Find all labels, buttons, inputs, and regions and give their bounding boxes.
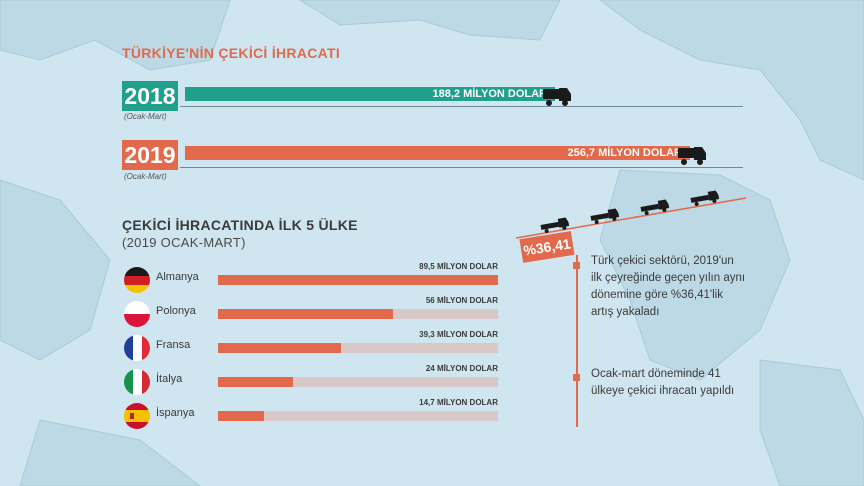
year-bar-value-2018: 188,2 MİLYON DOLAR	[432, 88, 547, 100]
percent-value: %36,41	[522, 235, 572, 259]
top5-subtitle: (2019 OCAK-MART)	[122, 235, 246, 250]
bar-fill	[218, 377, 293, 387]
bar-fill	[218, 343, 341, 353]
notes-timeline-line	[576, 255, 578, 427]
year-bar-value-2019: 256,7 MİLYON DOLAR	[567, 147, 682, 159]
spain-flag-icon	[124, 403, 150, 429]
bar-value-label: 24 MİLYON DOLAR	[425, 364, 498, 373]
bar-track	[218, 411, 498, 421]
country-name: İspanya	[156, 407, 195, 419]
country-name: İtalya	[156, 373, 183, 385]
country-name: Almanya	[156, 271, 199, 283]
axis-line-2018	[180, 106, 743, 107]
bar-track	[218, 377, 498, 387]
year-label: 2019	[124, 141, 176, 168]
bar-value-label: 89,5 MİLYON DOLAR	[419, 262, 498, 271]
germany-flag-icon	[124, 267, 150, 293]
bar-fill	[218, 275, 498, 285]
bar-value-label: 39,3 MİLYON DOLAR	[419, 330, 498, 339]
bar-fill	[218, 309, 393, 319]
year-box-2018: 2018	[122, 81, 178, 111]
axis-line-2019	[180, 167, 743, 168]
truck-icon	[678, 147, 706, 165]
note-bullet	[573, 374, 580, 381]
year-box-2019: 2019	[122, 140, 178, 170]
period-label-2018: (Ocak-Mart)	[124, 112, 167, 121]
note-growth: Türk çekici sektörü, 2019'un ilk çeyreği…	[591, 255, 746, 318]
note-countries: Ocak-mart döneminde 41 ülkeye çekici ihr…	[591, 368, 735, 397]
country-name: Fransa	[156, 339, 191, 351]
truck-icon	[543, 88, 571, 106]
bar-fill	[218, 411, 264, 421]
bar-value-label: 56 MİLYON DOLAR	[425, 296, 498, 305]
poland-flag-icon	[124, 301, 150, 327]
top5-title: ÇEKİCİ İHRACATINDA İLK 5 ÜLKE	[122, 217, 358, 233]
country-name: Polonya	[156, 305, 196, 317]
bar-value-label: 14,7 MİLYON DOLAR	[419, 398, 498, 407]
period-label-2019: (Ocak-Mart)	[124, 172, 167, 181]
france-flag-icon	[124, 335, 150, 361]
italy-flag-icon	[124, 369, 150, 395]
bar-track	[218, 343, 498, 353]
note-bullet	[573, 262, 580, 269]
main-title: TÜRKİYE'NİN ÇEKİCİ İHRACATI	[122, 45, 341, 61]
year-bar-2018	[185, 87, 555, 101]
rising-trucks-icon	[515, 190, 747, 239]
year-label: 2018	[124, 82, 176, 109]
year-bar-2019	[185, 146, 690, 160]
